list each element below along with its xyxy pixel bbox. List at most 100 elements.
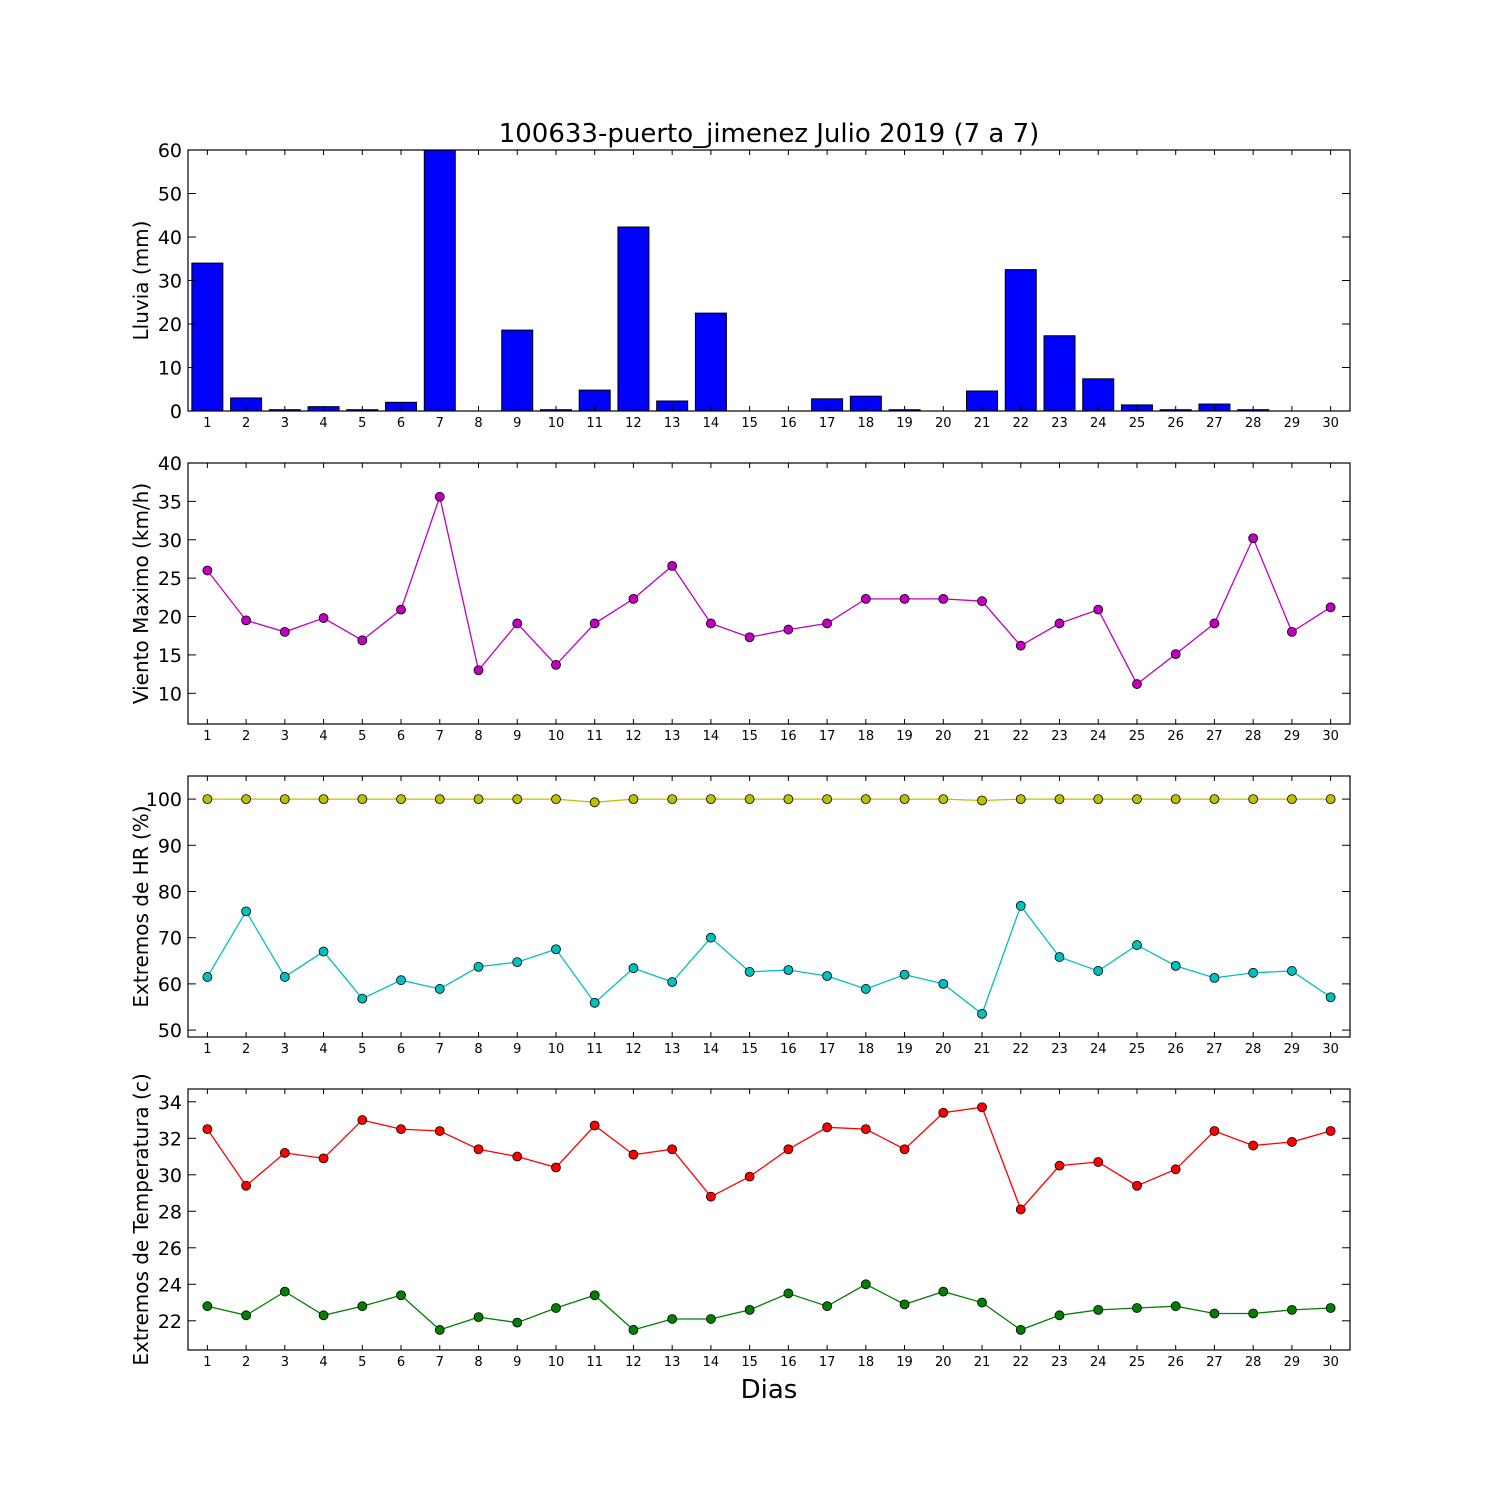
x-tick-label: 3 [281, 1042, 289, 1057]
x-tick-label: 5 [358, 1042, 366, 1057]
series-2-point-day-9 [512, 1317, 523, 1328]
y-tick-label: 30 [158, 1165, 182, 1187]
series-1-point-day-17 [822, 794, 832, 804]
series-1-point-day-13 [667, 794, 678, 804]
x-tick-label: 19 [896, 416, 913, 431]
series-1-point-day-26 [1170, 1164, 1181, 1175]
x-tick-label: 3 [281, 416, 289, 431]
x-tick-label: 2 [242, 729, 250, 744]
x-tick-label: 11 [586, 1042, 603, 1057]
x-tick-label: 13 [664, 416, 681, 431]
series-1-point-day-30 [1325, 602, 1336, 613]
series-2-point-day-12 [628, 1325, 639, 1335]
x-tick-label: 2 [242, 416, 250, 431]
x-tick-label: 14 [703, 1042, 720, 1057]
series-2-point-day-19 [899, 1299, 910, 1310]
series-2-point-day-16 [783, 965, 794, 975]
x-tick-label: 9 [513, 729, 521, 744]
series-1-point-day-12 [628, 1149, 639, 1160]
series-1-point-day-25 [1132, 1180, 1142, 1191]
series-1-point-day-20 [938, 1107, 949, 1118]
series-1-point-day-11 [589, 1120, 600, 1131]
series-1-point-day-23 [1054, 794, 1065, 804]
panel-3: 1 2 3 4 5 6 7 8 9 10 11 12 13 14 15 16 17 18 19 20 21 22 23 24 2… [129, 775, 1351, 1057]
x-tick-label: 22 [1012, 1042, 1029, 1057]
x-tick-label: 7 [436, 416, 444, 431]
x-tick-label: 21 [974, 416, 991, 431]
series-1-point-day-16 [783, 794, 794, 804]
y-tick-label: 50 [158, 184, 182, 206]
series-2-point-day-29 [1287, 966, 1297, 976]
series-2-point-day-21 [977, 1009, 987, 1019]
x-tick-label: 26 [1167, 729, 1184, 744]
series-2-point-day-5 [357, 993, 368, 1004]
series-1-point-day-3 [279, 1147, 290, 1158]
x-tick-label: 12 [625, 729, 642, 744]
series-2-point-day-23 [1054, 952, 1065, 962]
series-1-point-day-4 [318, 613, 329, 623]
series-1-point-day-30 [1325, 1126, 1336, 1136]
series-1-point-day-7 [434, 1126, 445, 1136]
series-1-point-day-22 [1015, 640, 1026, 651]
series-2-point-day-3 [279, 972, 290, 982]
series-1-point-day-11 [589, 797, 600, 808]
x-tick-label: 14 [703, 729, 720, 744]
series-1-point-day-21 [977, 1102, 987, 1113]
y-axis-label: Extremos de Temperatura (c) [129, 1073, 153, 1365]
series-2-point-day-29 [1287, 1304, 1297, 1315]
x-tick-label: 18 [858, 729, 875, 744]
series-2-point-day-7 [434, 1325, 445, 1335]
x-tick-label: 25 [1129, 1355, 1146, 1370]
series-2-point-day-8 [473, 961, 484, 972]
x-tick-label: 29 [1284, 1042, 1301, 1057]
x-tick-label: 9 [513, 416, 521, 431]
series-1-line [206, 1106, 1331, 1211]
x-tick-label: 17 [819, 1042, 836, 1057]
x-tick-label: 1 [203, 1355, 211, 1370]
x-tick-label: 8 [474, 1042, 482, 1057]
bar-day-22 [1004, 269, 1037, 412]
x-tick-label: 4 [319, 729, 327, 744]
series-1-point-day-7 [434, 491, 445, 502]
y-tick-label: 22 [158, 1311, 182, 1333]
series-2-point-day-14 [706, 932, 716, 943]
series-1-point-day-19 [899, 1144, 910, 1155]
series-2-point-day-5 [357, 1301, 368, 1312]
y-tick-label: 10 [158, 358, 182, 380]
x-tick-label: 22 [1012, 416, 1029, 431]
series-2-point-day-11 [589, 1290, 600, 1301]
x-tick-label: 27 [1206, 1355, 1223, 1370]
figure-title: 100633-puerto_jimenez Julio 2019 (7 a 7) [499, 119, 1040, 149]
x-tick-label: 8 [474, 729, 482, 744]
x-tick-label: 28 [1245, 1042, 1262, 1057]
x-tick-label: 28 [1245, 1355, 1262, 1370]
series-2-point-day-26 [1170, 1301, 1181, 1312]
panel-2: 1 2 3 4 5 6 7 8 9 10 11 12 13 14 15 16 17 18 19 20 21 22 23 24 2… [129, 453, 1351, 744]
x-tick-label: 30 [1322, 1042, 1339, 1057]
x-tick-label: 9 [513, 1042, 521, 1057]
x-tick-label: 22 [1012, 729, 1029, 744]
x-tick-label: 27 [1206, 729, 1223, 744]
x-tick-label: 5 [358, 729, 366, 744]
series-1-point-day-27 [1209, 794, 1220, 804]
x-tick-label: 20 [935, 416, 952, 431]
series-1-point-day-16 [783, 1144, 794, 1155]
series-2-point-day-27 [1209, 1308, 1220, 1319]
bar-day-12 [617, 226, 650, 412]
series-1-point-day-15 [744, 632, 755, 643]
x-tick-label: 15 [741, 416, 758, 431]
series-1-point-day-2 [241, 615, 252, 626]
series-2-point-day-16 [783, 1288, 794, 1299]
series-1-point-day-24 [1093, 794, 1104, 804]
x-tick-label: 23 [1051, 1355, 1068, 1370]
series-2-point-day-27 [1209, 972, 1220, 983]
x-tick-label: 17 [819, 1355, 836, 1370]
x-tick-label: 15 [741, 1355, 758, 1370]
y-tick-label: 0 [170, 401, 182, 423]
series-1-point-day-17 [822, 1122, 832, 1133]
series-2-point-day-30 [1325, 992, 1336, 1003]
series-1-point-day-30 [1325, 794, 1336, 804]
x-tick-label: 5 [358, 416, 366, 431]
series-1-point-day-15 [744, 794, 755, 804]
series-1-point-day-18 [860, 794, 871, 804]
